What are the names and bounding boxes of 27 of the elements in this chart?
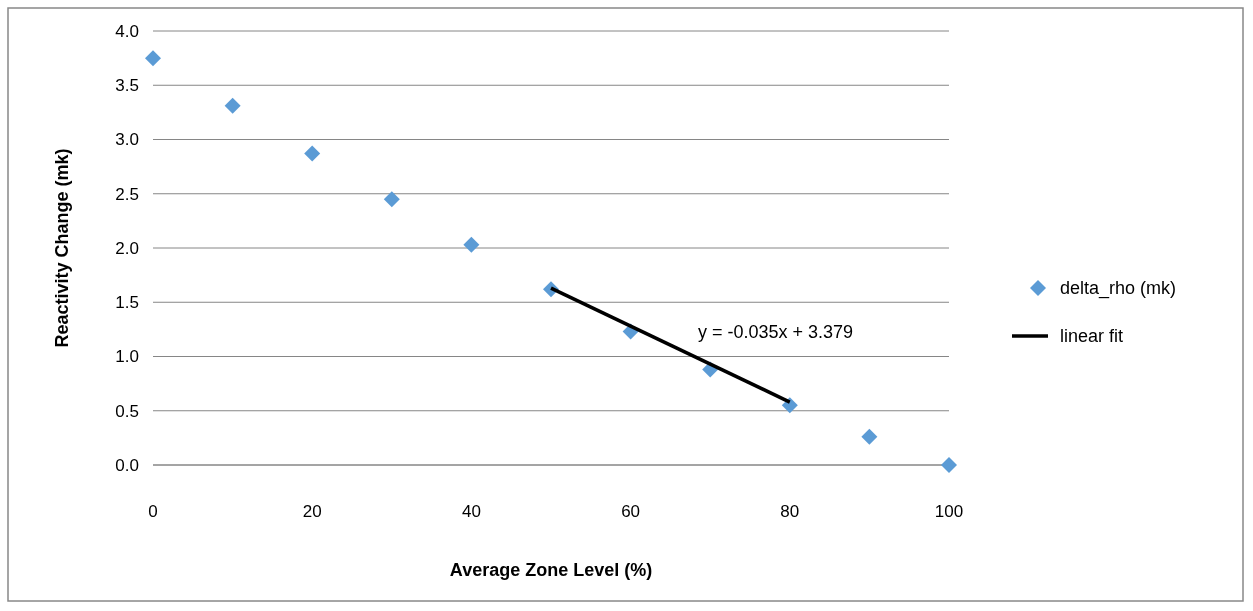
x-tick-label: 80 — [780, 502, 800, 521]
x-tick-label: 100 — [934, 502, 964, 521]
y-tick-label: 0.0 — [115, 455, 139, 475]
y-tick-label: 2.5 — [115, 184, 139, 204]
x-tick-label: 0 — [148, 502, 158, 521]
point — [861, 428, 878, 445]
legend-label: delta_rho (mk) — [1060, 278, 1177, 300]
x-axis-title: Average Zone Level (%) — [449, 560, 653, 580]
point — [383, 191, 400, 208]
y-tick-label: 1.0 — [115, 347, 139, 367]
y-tick-label: 1.5 — [115, 293, 139, 313]
point — [941, 457, 957, 473]
point — [304, 145, 321, 162]
point — [463, 236, 480, 253]
y-tick-label: 0.5 — [115, 401, 139, 421]
y-tick-label: 2.0 — [115, 238, 139, 258]
y-tick-label: 3.5 — [115, 76, 139, 96]
x-tick-label: 60 — [621, 502, 641, 521]
y-tick-label: 4.0 — [115, 21, 139, 41]
x-tick-label: 20 — [302, 502, 322, 521]
point — [224, 97, 241, 114]
legend-label: linear fit — [1060, 326, 1124, 347]
y-axis-title: Reactivity Change (mk) — [52, 148, 72, 348]
annotation: y = -0.035x + 3.379 — [698, 322, 854, 342]
point — [145, 50, 161, 67]
y-tick-label: 3.0 — [115, 130, 139, 150]
x-tick-label: 40 — [461, 502, 481, 521]
